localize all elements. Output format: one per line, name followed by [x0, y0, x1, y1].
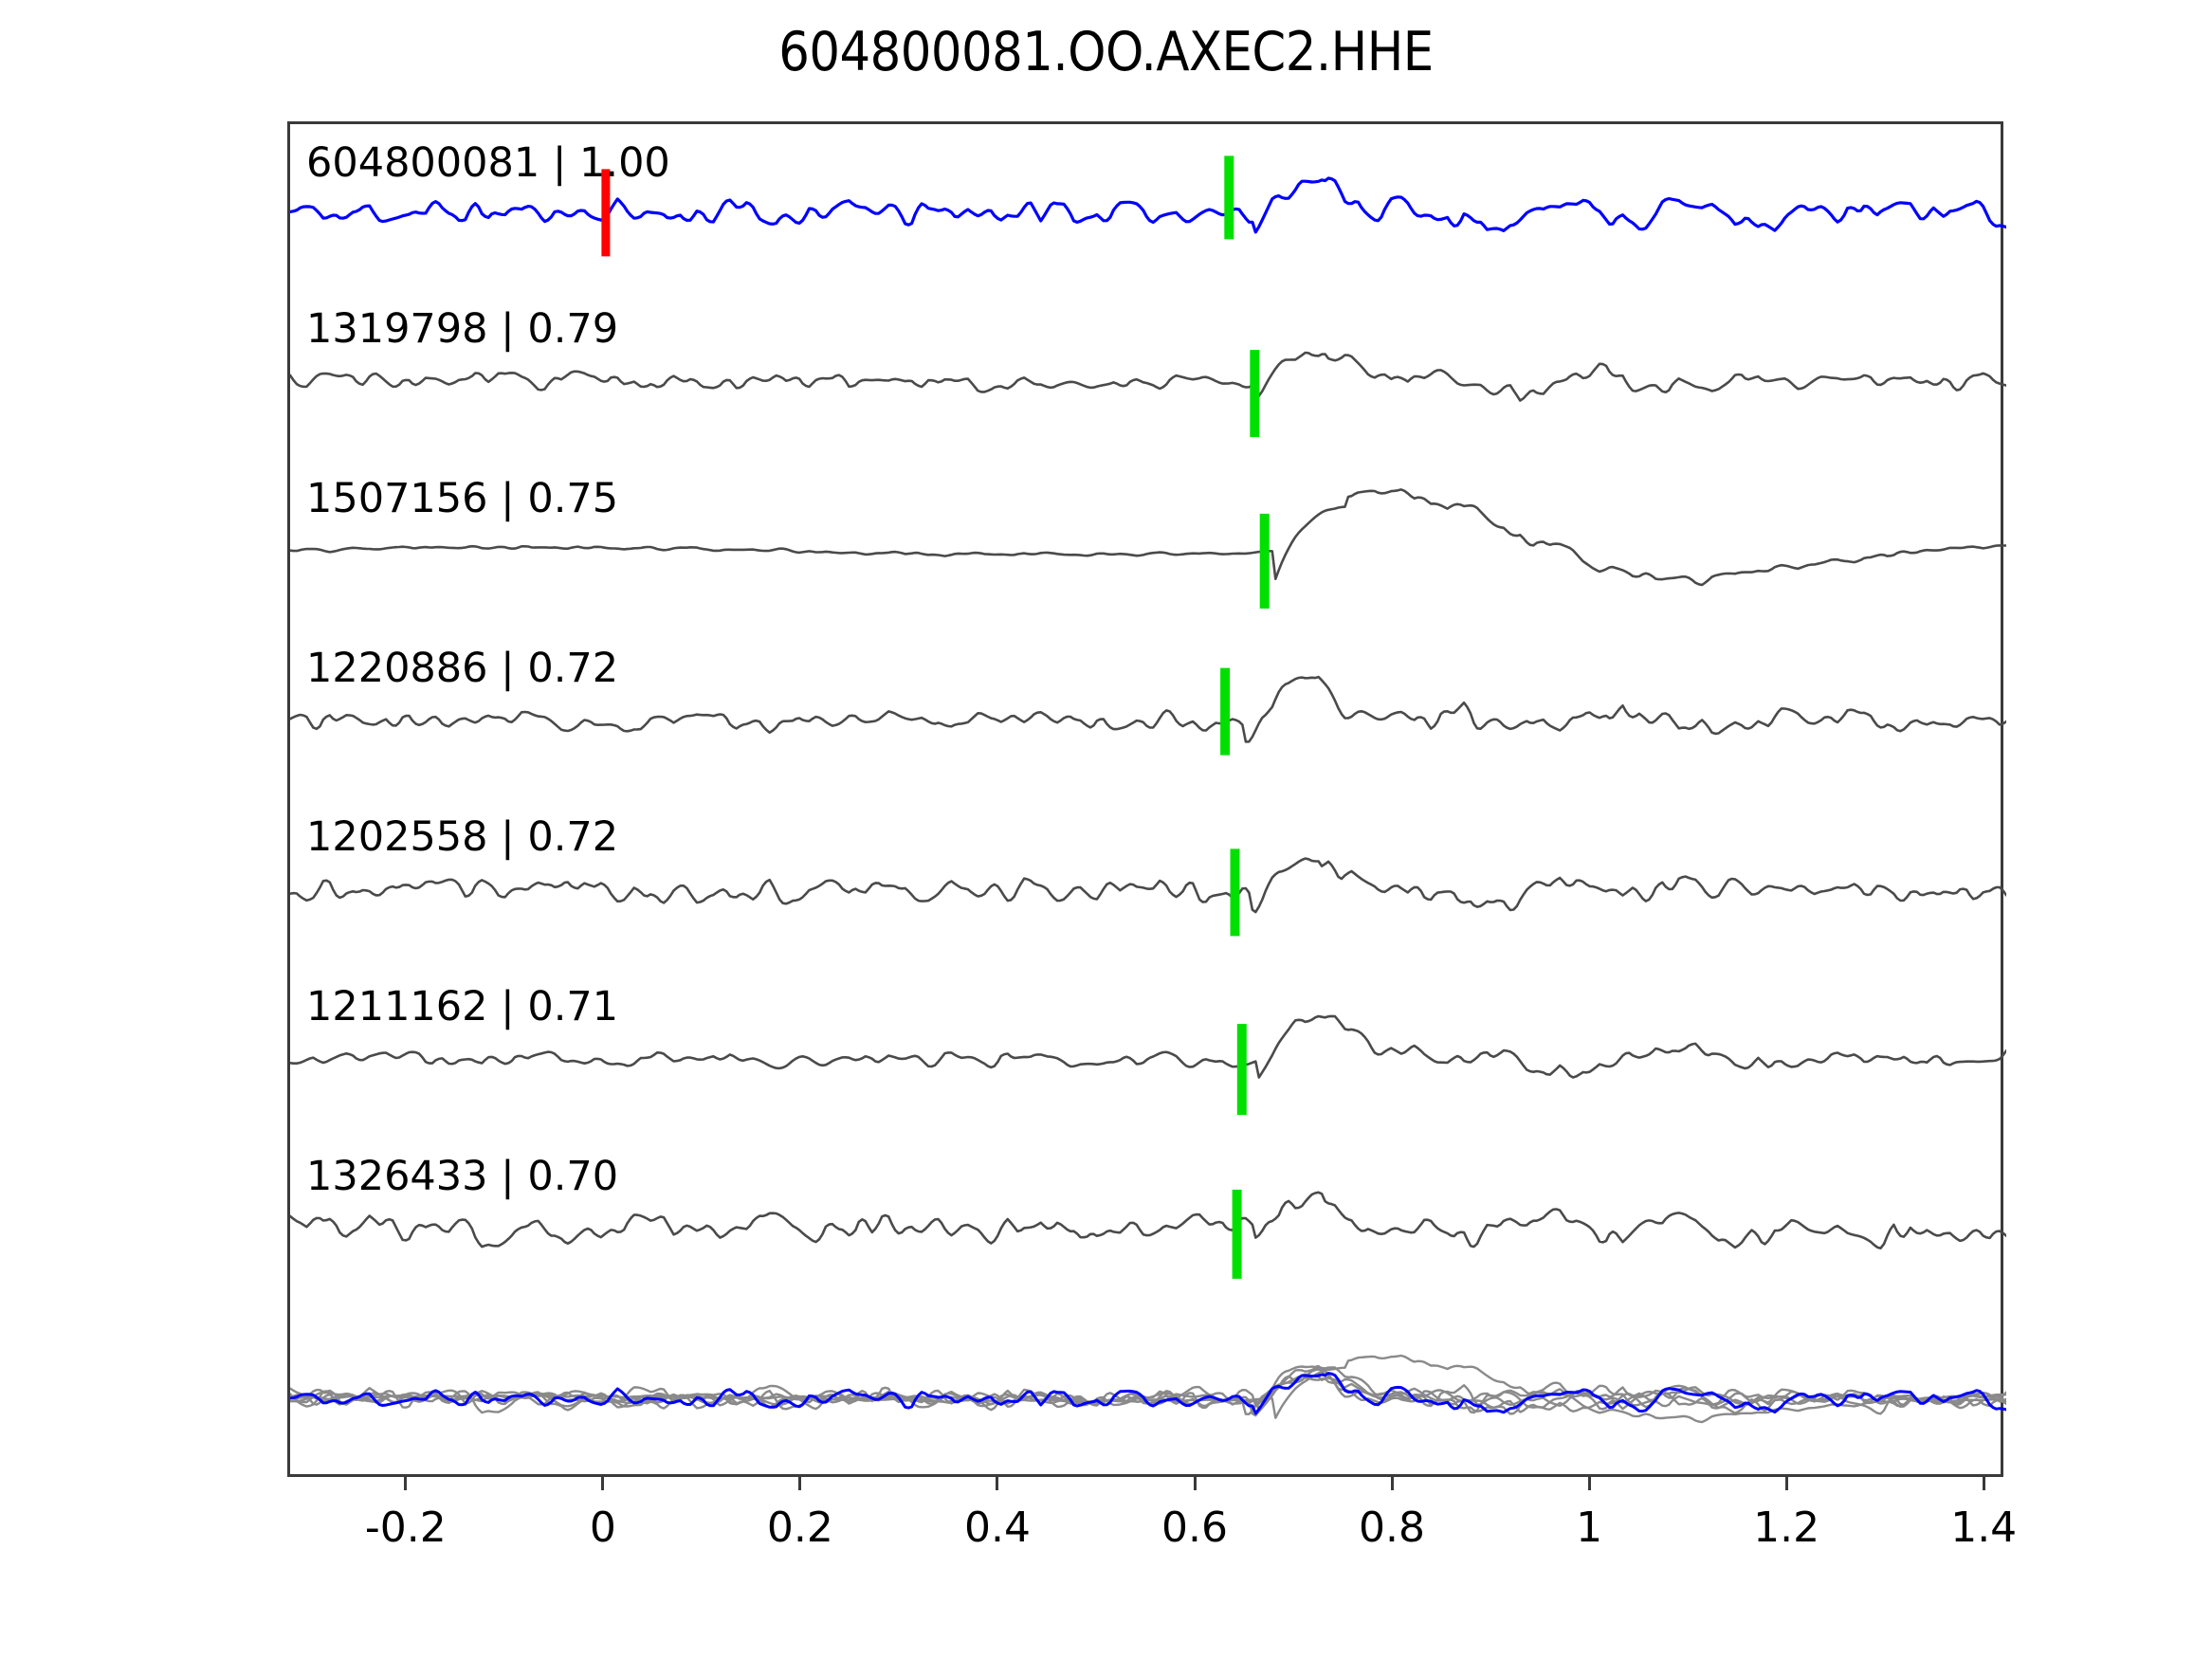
waveform-line-1211162 — [290, 1014, 2006, 1079]
x-tick-mark — [1193, 1477, 1197, 1490]
x-tick-mark — [798, 1477, 802, 1490]
pick-marker-1211162 — [1236, 1024, 1247, 1116]
trace-label-1211162: 1211162 | 0.71 — [306, 983, 619, 1031]
pick-marker-1202558 — [1230, 848, 1240, 937]
trace-group-1326433 — [290, 1191, 2006, 1249]
trace-group-1211162 — [290, 1014, 2006, 1079]
trace-group-1319798 — [290, 351, 2006, 402]
page-title: 604800081.OO.AXEC2.HHE — [778, 21, 1434, 83]
plot-area — [287, 121, 2006, 1477]
waveform-line-1319798 — [290, 351, 2006, 402]
waveform-plot — [290, 155, 2006, 1424]
x-tick-label: 0.8 — [1359, 1504, 1426, 1552]
trace-group-1220886 — [290, 675, 2006, 743]
x-tick-label: 0 — [589, 1504, 616, 1552]
trace-label-1326433: 1326433 | 0.70 — [306, 1152, 619, 1200]
x-tick-mark — [996, 1477, 999, 1490]
pick-marker-1220886 — [1220, 667, 1231, 756]
x-tick-mark — [1587, 1477, 1591, 1490]
pick-marker-1326433 — [1232, 1189, 1242, 1279]
overlay-waveform-1202558 — [290, 1373, 2006, 1417]
x-tick-mark — [1390, 1477, 1394, 1490]
overlay-waveform-1326433 — [290, 1368, 2006, 1415]
trace-label-1319798: 1319798 | 0.79 — [306, 305, 619, 354]
x-tick-mark — [1982, 1477, 1985, 1490]
trace-group-604800081 — [290, 176, 2006, 234]
x-tick-label: -0.2 — [364, 1504, 447, 1552]
trace-group-1202558 — [290, 857, 2006, 914]
overlay-waveform-1220886 — [290, 1364, 2006, 1415]
pick-marker-604800081 — [1224, 155, 1234, 240]
waveform-line-1507156 — [290, 488, 2006, 587]
x-tick-mark — [1784, 1477, 1788, 1490]
origin-time-marker — [601, 169, 611, 257]
overlay-waveform-template — [290, 1372, 2006, 1415]
x-tick-label: 0.6 — [1161, 1504, 1228, 1552]
trace-label-1220886: 1220886 | 0.72 — [306, 644, 619, 692]
pick-marker-1507156 — [1259, 513, 1270, 609]
x-tick-mark — [404, 1477, 408, 1490]
waveform-line-604800081 — [290, 176, 2006, 234]
overlay-waveform-1507156 — [290, 1354, 2006, 1424]
x-tick-label: 0.4 — [963, 1504, 1031, 1552]
waveform-line-1326433 — [290, 1191, 2006, 1249]
x-tick-label: 0.2 — [766, 1504, 833, 1552]
x-tick-label: 1 — [1576, 1504, 1603, 1552]
x-tick-mark — [601, 1477, 605, 1490]
x-tick-label: 1.4 — [1950, 1504, 2018, 1552]
trace-label-1507156: 1507156 | 0.75 — [306, 474, 619, 522]
trace-label-604800081: 604800081 | 1.00 — [306, 139, 670, 188]
trace-label-1202558: 1202558 | 0.72 — [306, 813, 619, 862]
trace-group-1507156 — [290, 488, 2006, 587]
x-tick-label: 1.2 — [1753, 1504, 1820, 1552]
waveform-line-1202558 — [290, 857, 2006, 914]
pick-marker-1319798 — [1250, 350, 1260, 438]
waveform-line-1220886 — [290, 675, 2006, 743]
